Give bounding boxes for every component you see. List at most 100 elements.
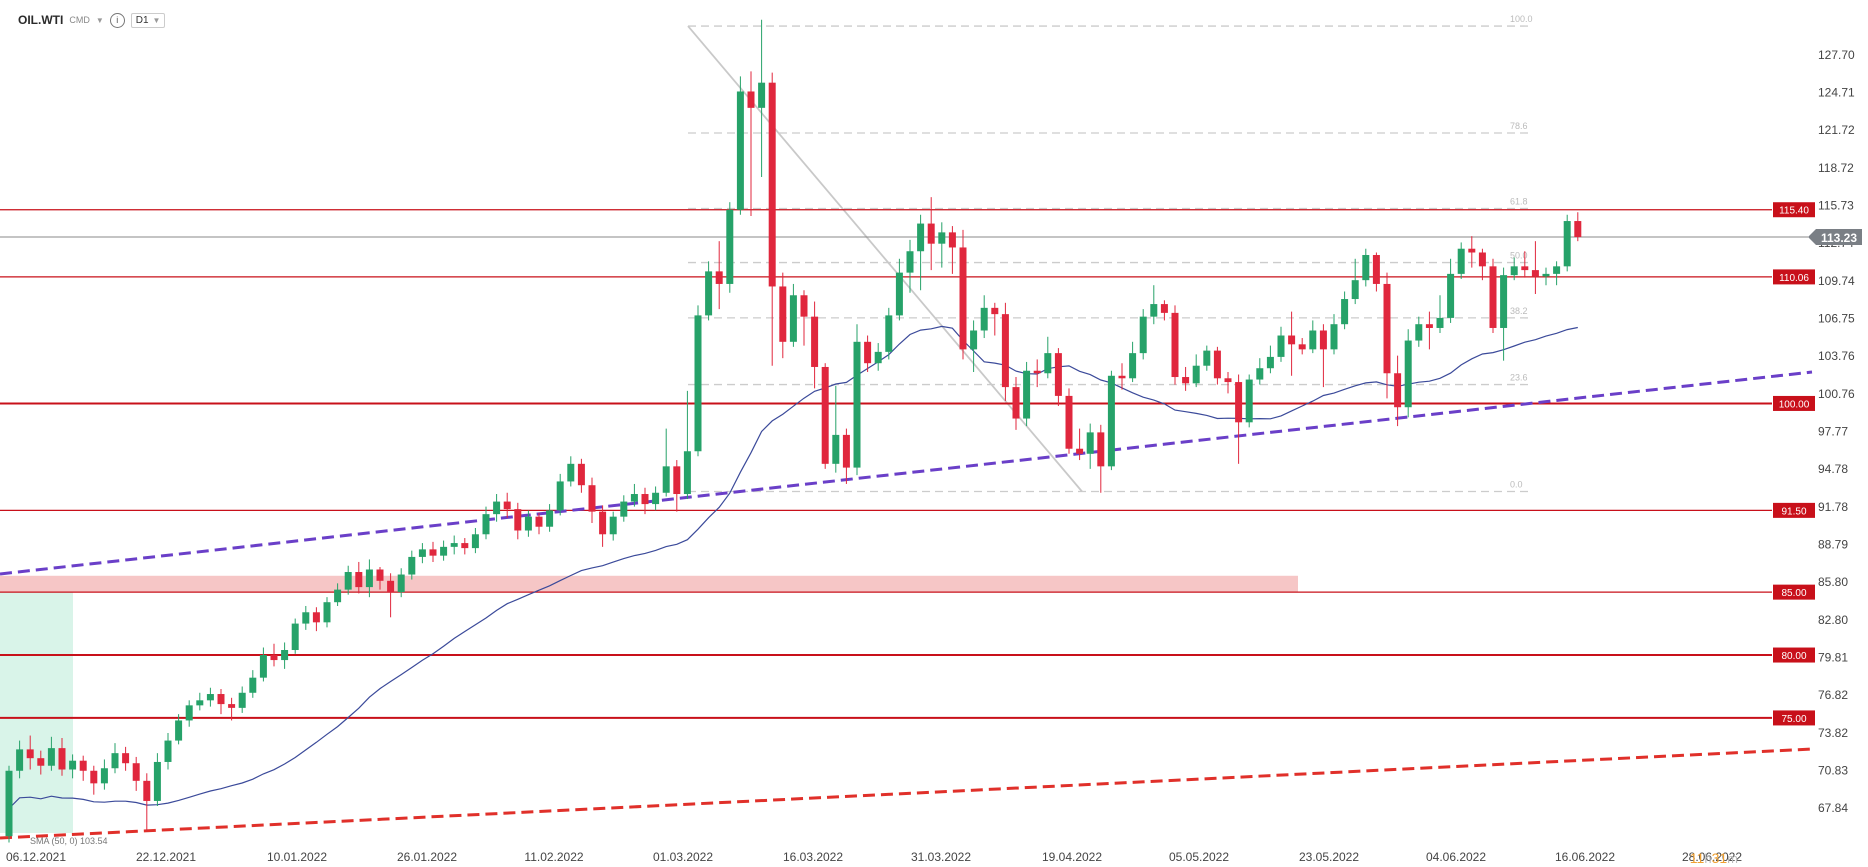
candle-body (567, 463, 575, 482)
candle-body (885, 315, 893, 352)
timer-hours: 11 (1689, 850, 1705, 866)
price-level-label: 75.00 (1781, 714, 1806, 725)
candle-body (1266, 356, 1274, 369)
candle-body (1351, 280, 1359, 300)
x-tick-label: 05.05.2022 (1169, 850, 1229, 864)
candle-body (461, 543, 469, 549)
candle-body (196, 700, 204, 706)
fib-label: 38.2 (1510, 306, 1528, 316)
candle-body (387, 580, 395, 593)
candle-body (1182, 377, 1190, 384)
candle-body (556, 481, 564, 511)
candle-body (1436, 317, 1444, 328)
candle-body (100, 768, 108, 784)
candle-body (842, 434, 850, 468)
x-tick-label: 16.06.2022 (1555, 850, 1615, 864)
price-level-label: 100.00 (1779, 399, 1810, 410)
chart-toolbar: OIL.WTI CMD ▼ i D1 ▼ (18, 10, 166, 30)
candle-body (800, 295, 808, 317)
candle-body (1362, 255, 1370, 281)
candle-body (1542, 273, 1550, 277)
candle-body (917, 223, 925, 252)
candle-body (1457, 248, 1465, 274)
candle-body (1235, 382, 1243, 423)
candle-body (1521, 266, 1529, 271)
candle-body (1224, 378, 1232, 383)
candle-body (1245, 379, 1253, 423)
candle-body (927, 223, 935, 244)
y-tick-label: 94.78 (1818, 462, 1848, 476)
candle-body (1150, 304, 1158, 317)
price-level-tag (1773, 202, 1815, 218)
y-tick-label: 127.70 (1818, 48, 1855, 62)
candle-body (1404, 340, 1412, 408)
support-trendline (0, 370, 1813, 576)
candle-body (1447, 273, 1455, 318)
y-tick-label: 73.82 (1818, 726, 1848, 740)
candle-body (747, 91, 755, 108)
candle-body (122, 753, 130, 764)
candle-body (397, 574, 405, 593)
candle-body (1309, 330, 1317, 350)
info-icon[interactable]: i (109, 12, 125, 28)
candle-body (1563, 221, 1571, 267)
candle-body (991, 307, 999, 315)
x-tick-label: 04.06.2022 (1426, 850, 1486, 864)
y-tick-label: 118.72 (1818, 161, 1854, 175)
chevron-down-icon[interactable]: ▼ (95, 15, 104, 25)
candle-body (323, 602, 331, 623)
fib-label: 78.6 (1510, 121, 1528, 131)
candle-body (164, 740, 172, 762)
x-tick-label: 11.02.2022 (524, 850, 583, 864)
y-tick-label: 85.80 (1818, 575, 1848, 589)
candle-body (259, 655, 267, 678)
y-tick-label: 124.71 (1818, 86, 1855, 100)
y-tick-label: 100.76 (1818, 387, 1855, 401)
candle-body (1076, 448, 1084, 454)
x-tick-label: 01.03.2022 (653, 850, 713, 864)
candle-body (153, 761, 161, 801)
fib-label: 50.0 (1510, 251, 1528, 261)
candle-body (864, 341, 872, 364)
y-tick-label: 67.84 (1818, 801, 1848, 815)
candle-body (1213, 350, 1221, 379)
candle-body (768, 82, 776, 287)
candle-body (620, 501, 628, 517)
timeframe-value: D1 (135, 14, 149, 26)
candle-body (185, 705, 193, 721)
candle-body (217, 694, 225, 705)
candle-body (694, 315, 702, 452)
candle-body (789, 295, 797, 342)
candle-body (1171, 312, 1179, 378)
y-tick-label: 70.83 (1818, 763, 1848, 777)
x-tick-label: 23.05.2022 (1299, 850, 1359, 864)
candle-body (1500, 275, 1508, 328)
x-tick-label: 19.04.2022 (1042, 850, 1102, 864)
candle-body (440, 546, 448, 556)
timer-minutes: 31 (1711, 850, 1728, 866)
candle-body (1553, 266, 1561, 274)
y-tick-label: 97.77 (1818, 425, 1848, 439)
candle-body (1510, 266, 1518, 276)
instrument-type: CMD (69, 15, 90, 25)
candle-body (69, 760, 77, 770)
y-tick-label: 115.73 (1818, 199, 1854, 213)
candle-body (948, 232, 956, 248)
y-tick-label: 121.72 (1818, 123, 1855, 137)
candle-body (1425, 324, 1433, 328)
candle-body (874, 351, 882, 364)
candle-body (832, 434, 840, 464)
candle-body (1012, 387, 1020, 419)
candle-body (1372, 255, 1380, 284)
candle-body (79, 760, 87, 771)
candle-body (270, 655, 278, 661)
price-level-tag (1773, 395, 1815, 411)
price-level-tag (1773, 269, 1815, 285)
timeframe-select[interactable]: D1 ▼ (130, 12, 166, 28)
candle-body (1203, 350, 1211, 366)
fib-label: 100.0 (1510, 14, 1533, 24)
candle-body (1054, 353, 1062, 396)
symbol-label[interactable]: OIL.WTI (18, 13, 64, 27)
current-price-label: 113.23 (1821, 231, 1857, 245)
